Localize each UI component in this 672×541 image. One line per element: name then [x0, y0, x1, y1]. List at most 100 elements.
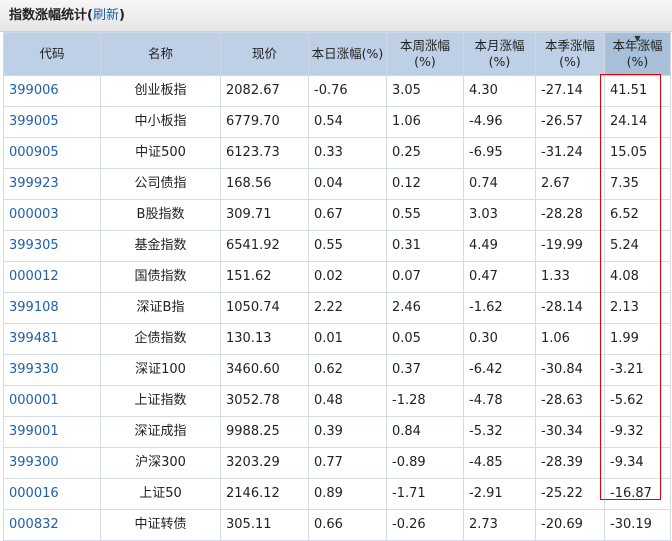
cell-name: 上证指数 [100, 385, 221, 417]
cell-month-change: -5.32 [463, 416, 536, 448]
table-row[interactable]: 399305 基金指数 6541.92 0.55 0.31 4.49 -19.99 5.24 [3, 230, 671, 262]
header-month-change[interactable]: 本月涨幅 (%) [463, 32, 536, 76]
cell-day-change: 0.01 [308, 323, 387, 355]
cell-name: 深证B指 [100, 292, 221, 324]
header-week-change[interactable]: 本周涨幅 (%) [386, 32, 464, 76]
cell-code[interactable]: 399300 [3, 447, 101, 479]
cell-price: 2082.67 [220, 75, 309, 107]
index-change-table: 代码 名称 现价 本日涨幅(%) 本周涨幅 (%) 本月涨幅 (%) 本季涨幅 (%)… [3, 32, 671, 541]
cell-year-change: -9.32 [604, 416, 671, 448]
cell-name: 中小板指 [100, 106, 221, 138]
table-header-row: 代码 名称 现价 本日涨幅(%) 本周涨幅 (%) 本月涨幅 (%) 本季涨幅 (%)… [3, 32, 671, 76]
table-row[interactable]: 399481 企债指数 130.13 0.01 0.05 0.30 1.06 1.99 [3, 323, 671, 355]
refresh-link[interactable]: 刷新 [92, 8, 119, 23]
cell-price: 3460.60 [220, 354, 309, 386]
cell-price: 1050.74 [220, 292, 309, 324]
cell-day-change: 0.54 [308, 106, 387, 138]
cell-code[interactable]: 399923 [3, 168, 101, 200]
header-day-change[interactable]: 本日涨幅(%) [308, 32, 387, 76]
table-row[interactable]: 000832 中证转债 305.11 0.66 -0.26 2.73 -20.69 -30.1… [3, 509, 671, 541]
cell-year-change: 4.08 [604, 261, 671, 293]
cell-year-change: -30.19 [604, 509, 671, 541]
cell-month-change: -6.95 [463, 137, 536, 169]
cell-price: 6541.92 [220, 230, 309, 262]
cell-year-change: -9.34 [604, 447, 671, 479]
cell-code[interactable]: 000012 [3, 261, 101, 293]
cell-name: B股指数 [100, 199, 221, 231]
cell-week-change: -0.26 [386, 509, 464, 541]
cell-week-change: 0.05 [386, 323, 464, 355]
cell-day-change: 0.55 [308, 230, 387, 262]
table-row[interactable]: 000012 国债指数 151.62 0.02 0.07 0.47 1.33 4.08 [3, 261, 671, 293]
cell-season-change: -28.14 [535, 292, 605, 324]
table-row[interactable]: 399923 公司债指 168.56 0.04 0.12 0.74 2.67 7.35 [3, 168, 671, 200]
header-price[interactable]: 现价 [220, 32, 309, 76]
cell-code[interactable]: 000001 [3, 385, 101, 417]
cell-code[interactable]: 000003 [3, 199, 101, 231]
cell-season-change: 1.33 [535, 261, 605, 293]
cell-season-change: -28.28 [535, 199, 605, 231]
cell-month-change: 2.73 [463, 509, 536, 541]
cell-year-change: -5.62 [604, 385, 671, 417]
cell-month-change: 0.47 [463, 261, 536, 293]
cell-price: 168.56 [220, 168, 309, 200]
table-row[interactable]: 000001 上证指数 3052.78 0.48 -1.28 -4.78 -28.63 -5.… [3, 385, 671, 417]
cell-day-change: 0.62 [308, 354, 387, 386]
cell-month-change: 4.49 [463, 230, 536, 262]
cell-week-change: 0.55 [386, 199, 464, 231]
cell-code[interactable]: 399006 [3, 75, 101, 107]
cell-code[interactable]: 399305 [3, 230, 101, 262]
cell-month-change: -1.62 [463, 292, 536, 324]
table-row[interactable]: 399300 沪深300 3203.29 0.77 -0.89 -4.85 -28.39 -9… [3, 447, 671, 479]
table-row[interactable]: 399005 中小板指 6779.70 0.54 1.06 -4.96 -26.57 24.1… [3, 106, 671, 138]
cell-code[interactable]: 000832 [3, 509, 101, 541]
cell-price: 3203.29 [220, 447, 309, 479]
header-season-change[interactable]: 本季涨幅 (%) [535, 32, 605, 76]
header-name[interactable]: 名称 [100, 32, 221, 76]
panel-title-bar: 指数涨幅统计(刷新) [0, 0, 672, 32]
cell-name: 上证50 [100, 478, 221, 510]
cell-code[interactable]: 000905 [3, 137, 101, 169]
cell-code[interactable]: 399481 [3, 323, 101, 355]
cell-code[interactable]: 399108 [3, 292, 101, 324]
cell-season-change: -19.99 [535, 230, 605, 262]
cell-year-change: -16.87 [604, 478, 671, 510]
table-row[interactable]: 399108 深证B指 1050.74 2.22 2.46 -1.62 -28.14 2.13 [3, 292, 671, 324]
table-row[interactable]: 399330 深证100 3460.60 0.62 0.37 -6.42 -30.84 -3.… [3, 354, 671, 386]
cell-week-change: -1.71 [386, 478, 464, 510]
cell-month-change: 4.30 [463, 75, 536, 107]
cell-name: 公司债指 [100, 168, 221, 200]
table-row[interactable]: 000905 中证500 6123.73 0.33 0.25 -6.95 -31.24 15.… [3, 137, 671, 169]
cell-day-change: 2.22 [308, 292, 387, 324]
cell-season-change: -25.22 [535, 478, 605, 510]
cell-season-change: 1.06 [535, 323, 605, 355]
table-row[interactable]: 399001 深证成指 9988.25 0.39 0.84 -5.32 -30.34 -9.3… [3, 416, 671, 448]
cell-code[interactable]: 399001 [3, 416, 101, 448]
cell-code[interactable]: 399330 [3, 354, 101, 386]
table-row[interactable]: 000003 B股指数 309.71 0.67 0.55 3.03 -28.28 6.52 [3, 199, 671, 231]
panel-title: 指数涨幅统计( [9, 8, 93, 23]
cell-month-change: -4.85 [463, 447, 536, 479]
cell-code[interactable]: 399005 [3, 106, 101, 138]
cell-month-change: 0.74 [463, 168, 536, 200]
cell-season-change: 2.67 [535, 168, 605, 200]
cell-code[interactable]: 000016 [3, 478, 101, 510]
cell-day-change: -0.76 [308, 75, 387, 107]
sort-descending-icon: ▼ [634, 34, 641, 43]
cell-month-change: -4.96 [463, 106, 536, 138]
table-row[interactable]: 399006 创业板指 2082.67 -0.76 3.05 4.30 -27.14 41.5… [3, 75, 671, 107]
cell-day-change: 0.04 [308, 168, 387, 200]
cell-name: 深证成指 [100, 416, 221, 448]
cell-year-change: 5.24 [604, 230, 671, 262]
cell-day-change: 0.66 [308, 509, 387, 541]
panel-title-close: ) [118, 8, 125, 23]
cell-price: 3052.78 [220, 385, 309, 417]
header-code[interactable]: 代码 [3, 32, 101, 76]
header-year-change[interactable]: ▼ 本年涨幅 (%) [604, 32, 671, 76]
cell-day-change: 0.39 [308, 416, 387, 448]
cell-year-change: 7.35 [604, 168, 671, 200]
cell-price: 6779.70 [220, 106, 309, 138]
cell-name: 沪深300 [100, 447, 221, 479]
table-row[interactable]: 000016 上证50 2146.12 0.89 -1.71 -2.91 -25.22 -16… [3, 478, 671, 510]
cell-season-change: -27.14 [535, 75, 605, 107]
